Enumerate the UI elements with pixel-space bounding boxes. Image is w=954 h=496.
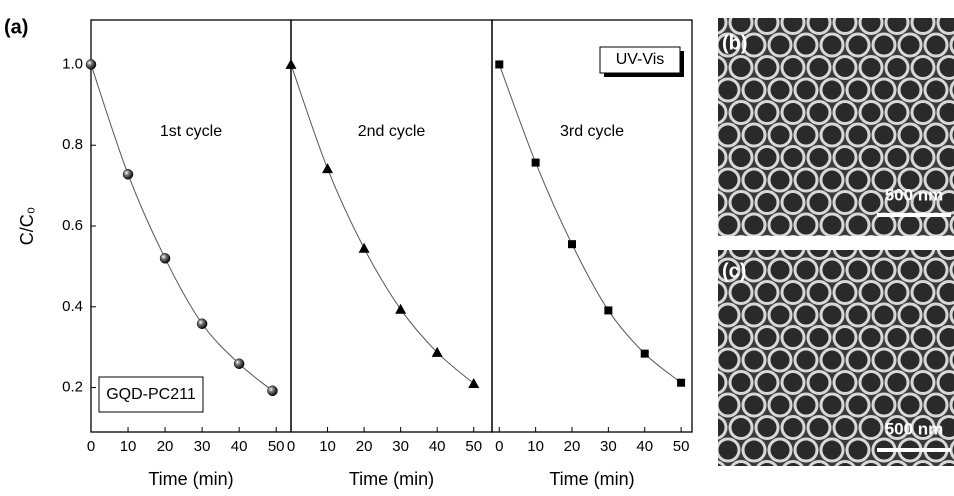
y-tick-label: 1.0 [62, 55, 83, 72]
panel-label: (a) [4, 16, 28, 38]
x-tick-label: 40 [429, 438, 446, 455]
marker [196, 318, 208, 329]
x-tick-label: 50 [673, 438, 690, 455]
x-tick-label: 50 [465, 438, 482, 455]
x-tick-label: 30 [600, 438, 617, 455]
sem-image-b: (b) 500 nm [718, 18, 954, 236]
y-tick-label: 0.6 [62, 217, 83, 234]
image-label: (b) [722, 32, 748, 54]
sem-image [718, 250, 954, 466]
annotation: 2nd cycle [358, 123, 426, 140]
marker [285, 58, 297, 69]
x-tick-label: 0 [495, 438, 503, 455]
marker [122, 169, 134, 180]
marker [431, 346, 443, 357]
plot-frame [290, 19, 493, 433]
x-tick-label: 0 [87, 438, 95, 455]
y-tick-label: 0.4 [62, 298, 83, 315]
sem-image-c: (c) 500 nm [718, 250, 954, 466]
fit-line [90, 64, 273, 392]
x-tick-label: 20 [157, 438, 174, 455]
x-tick-label: 10 [319, 438, 336, 455]
x-tick-label: 30 [194, 438, 211, 455]
x-tick-label: 20 [356, 438, 373, 455]
y-tick-label: 0.2 [62, 379, 83, 396]
marker [322, 163, 334, 174]
marker [640, 349, 649, 358]
marker [468, 378, 480, 389]
method-label: UV-Vis [616, 51, 665, 68]
x-tick-label: 50 [268, 438, 285, 455]
label-box [98, 376, 204, 413]
marker [395, 303, 407, 314]
y-tick-label: 0.8 [62, 136, 83, 153]
x-tick-label: 10 [527, 438, 544, 455]
sem-image [718, 18, 954, 236]
marker [531, 158, 540, 167]
plot-frame [90, 19, 292, 433]
marker [267, 385, 278, 397]
marker [495, 60, 504, 69]
x-tick-label: 40 [636, 438, 653, 455]
image-label: (c) [722, 260, 746, 282]
marker [568, 240, 576, 249]
fit-line [498, 64, 682, 384]
marker [604, 306, 613, 315]
marker [85, 59, 97, 70]
x-axis-title: Time (min) [549, 469, 634, 489]
x-tick-label: 40 [231, 438, 248, 455]
x-axis-title: Time (min) [349, 469, 434, 489]
marker [358, 242, 370, 253]
y-axis-title: C/C₀ [17, 207, 37, 245]
annotation: 3rd cycle [560, 123, 624, 140]
x-axis-title: Time (min) [148, 469, 233, 489]
scale-bar-label: 500 nm [885, 419, 944, 438]
x-tick-label: 0 [287, 438, 295, 455]
label-box [599, 46, 681, 74]
fit-line [290, 64, 475, 384]
x-tick-label: 20 [564, 438, 581, 455]
plot-frame [491, 19, 693, 433]
sample-label: GQD-PC211 [106, 386, 196, 403]
x-tick-label: 30 [392, 438, 409, 455]
marker [159, 253, 171, 264]
x-tick-label: 10 [120, 438, 137, 455]
marker [233, 358, 245, 369]
annotation: 1st cycle [160, 123, 222, 140]
marker [677, 378, 686, 387]
scale-bar-label: 500 nm [885, 185, 944, 204]
